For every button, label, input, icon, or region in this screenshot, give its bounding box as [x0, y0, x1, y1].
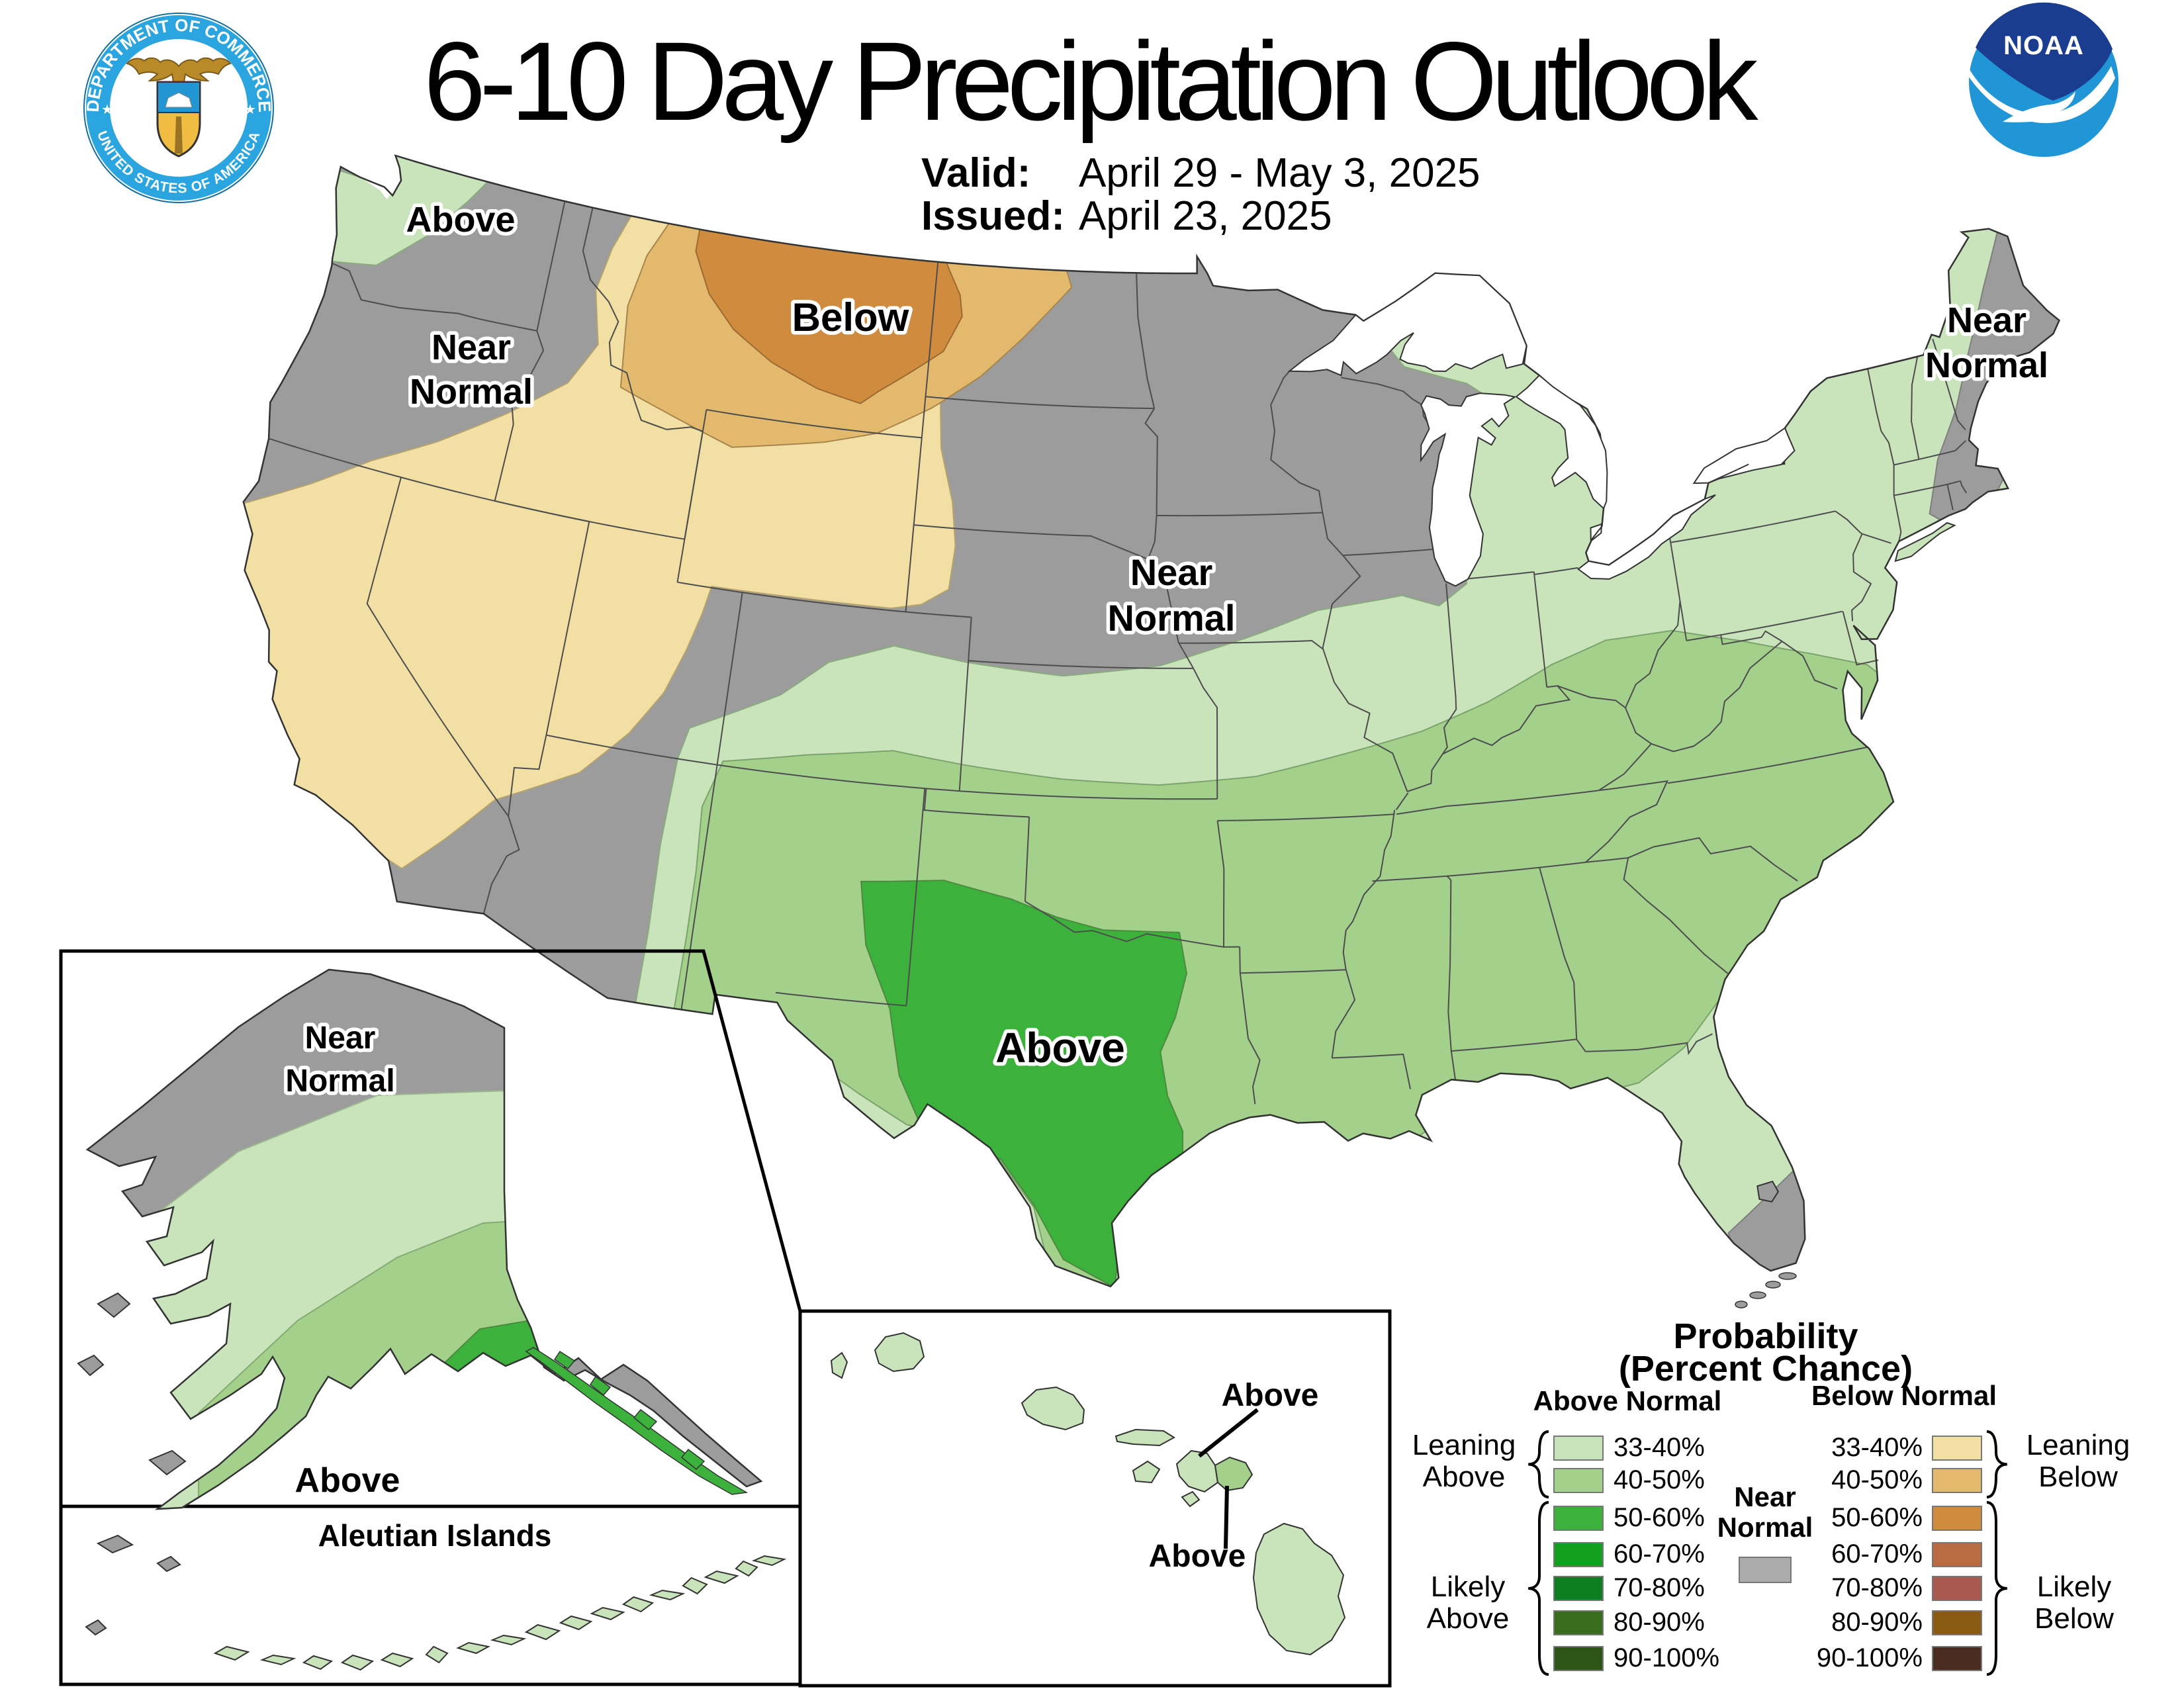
svg-text:33-40%: 33-40%	[1614, 1433, 1705, 1462]
svg-text:April 23, 2025: April 23, 2025	[1079, 193, 1332, 239]
svg-text:Near: Near	[432, 328, 511, 367]
svg-text:50-60%: 50-60%	[1614, 1503, 1705, 1532]
svg-text:(Percent Chance): (Percent Chance)	[1619, 1349, 1913, 1389]
svg-text:90-100%: 90-100%	[1614, 1643, 1719, 1672]
svg-text:90-100%: 90-100%	[1817, 1643, 1923, 1672]
svg-text:Above: Above	[1427, 1602, 1510, 1635]
svg-text:40-50%: 40-50%	[1831, 1465, 1923, 1494]
svg-text:Valid:: Valid:	[921, 150, 1030, 196]
svg-text:Near: Near	[1947, 300, 2026, 340]
svg-text:Above Normal: Above Normal	[1533, 1385, 1722, 1416]
svg-text:50-60%: 50-60%	[1831, 1503, 1923, 1532]
svg-text:Above: Above	[1149, 1539, 1246, 1574]
svg-text:Normal: Normal	[1108, 597, 1236, 639]
svg-text:Below: Below	[2038, 1461, 2118, 1493]
svg-text:33-40%: 33-40%	[1831, 1433, 1923, 1462]
svg-text:80-90%: 80-90%	[1831, 1608, 1923, 1637]
svg-text:Likely: Likely	[1431, 1571, 1506, 1603]
svg-text:Probability: Probability	[1673, 1316, 1858, 1356]
svg-text:Near: Near	[305, 1021, 376, 1056]
svg-text:60-70%: 60-70%	[1831, 1539, 1923, 1569]
svg-text:Above: Above	[1423, 1461, 1506, 1493]
svg-text:Leaning: Leaning	[2026, 1429, 2130, 1461]
svg-text:70-80%: 70-80%	[1831, 1573, 1923, 1602]
svg-text:60-70%: 60-70%	[1614, 1539, 1705, 1569]
svg-text:★: ★	[101, 103, 113, 117]
svg-text:Above: Above	[1222, 1378, 1319, 1413]
svg-text:Above: Above	[995, 1024, 1125, 1072]
svg-text:Below Normal: Below Normal	[1811, 1380, 1997, 1411]
svg-text:Issued:: Issued:	[921, 193, 1065, 239]
svg-text:Leaning: Leaning	[1412, 1429, 1516, 1461]
svg-text:6-10 Day Precipitation Outlook: 6-10 Day Precipitation Outlook	[424, 19, 1758, 144]
svg-text:NOAA: NOAA	[2003, 31, 2084, 60]
svg-text:Aleutian Islands: Aleutian Islands	[318, 1518, 552, 1553]
svg-text:Near: Near	[1130, 551, 1213, 593]
svg-text:★: ★	[244, 103, 256, 117]
svg-text:Below: Below	[2034, 1602, 2114, 1635]
svg-text:80-90%: 80-90%	[1614, 1608, 1705, 1637]
svg-text:Normal: Normal	[410, 372, 533, 412]
svg-text:Below: Below	[792, 295, 909, 340]
svg-text:40-50%: 40-50%	[1614, 1465, 1705, 1494]
svg-text:Near: Near	[1734, 1481, 1796, 1512]
svg-text:70-80%: 70-80%	[1614, 1573, 1705, 1602]
svg-text:Normal: Normal	[1925, 345, 2048, 385]
svg-text:Above: Above	[295, 1461, 400, 1500]
svg-text:Above: Above	[406, 200, 515, 240]
svg-text:Normal: Normal	[285, 1064, 394, 1099]
svg-text:Normal: Normal	[1717, 1512, 1813, 1543]
svg-text:Likely: Likely	[2037, 1571, 2112, 1603]
svg-text:April 29 - May 3, 2025: April 29 - May 3, 2025	[1079, 150, 1480, 196]
